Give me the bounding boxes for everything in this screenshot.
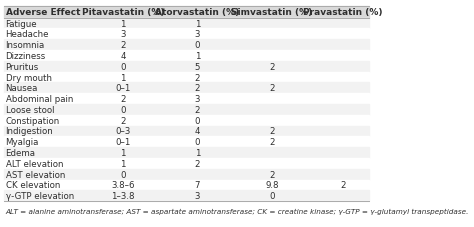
Text: Dizziness: Dizziness (6, 52, 46, 61)
Text: 2: 2 (340, 181, 346, 190)
Text: Pravastatin (%): Pravastatin (%) (303, 8, 383, 17)
Bar (4, 83, 369, 94)
Bar (4, 51, 369, 62)
Text: 2: 2 (195, 84, 200, 93)
Text: γ-GTP elevation: γ-GTP elevation (6, 191, 74, 200)
Text: CK elevation: CK elevation (6, 181, 60, 190)
Text: 3: 3 (195, 30, 200, 39)
Text: 0: 0 (195, 138, 200, 147)
Text: Pitavastatin (%): Pitavastatin (%) (82, 8, 164, 17)
Bar (4, 40, 369, 51)
Text: 0–1: 0–1 (115, 138, 131, 147)
Text: Edema: Edema (6, 148, 36, 157)
Bar (4, 126, 369, 137)
Text: Insomnia: Insomnia (6, 41, 45, 50)
Text: Fatigue: Fatigue (6, 20, 37, 28)
Bar (4, 180, 369, 190)
Text: ALT elevation: ALT elevation (6, 159, 63, 168)
Text: 2: 2 (195, 73, 200, 82)
Text: 2: 2 (120, 116, 126, 125)
Bar (4, 72, 369, 83)
Text: Atorvastatin (%): Atorvastatin (%) (155, 8, 239, 17)
Text: 3: 3 (120, 30, 126, 39)
Bar (4, 29, 369, 40)
Text: Dry mouth: Dry mouth (6, 73, 52, 82)
Text: 2: 2 (269, 127, 274, 136)
Text: 0: 0 (195, 41, 200, 50)
Text: 1: 1 (120, 159, 126, 168)
Text: 2: 2 (269, 84, 274, 93)
Text: 1: 1 (195, 20, 200, 28)
Text: 1: 1 (120, 73, 126, 82)
Bar (4, 7, 369, 19)
Bar (4, 19, 369, 29)
Text: 2: 2 (195, 159, 200, 168)
Text: 0: 0 (120, 62, 126, 72)
Text: Abdominal pain: Abdominal pain (6, 95, 73, 104)
Text: 1: 1 (120, 148, 126, 157)
Text: 4: 4 (120, 52, 126, 61)
Bar (4, 94, 369, 105)
Text: 2: 2 (269, 170, 274, 179)
Text: Adverse Effect: Adverse Effect (6, 8, 80, 17)
Text: Myalgia: Myalgia (6, 138, 39, 147)
Text: Loose stool: Loose stool (6, 105, 54, 114)
Bar (4, 62, 369, 72)
Text: Headache: Headache (6, 30, 49, 39)
Text: Indigestion: Indigestion (6, 127, 54, 136)
Text: 2: 2 (269, 138, 274, 147)
Bar (4, 105, 369, 115)
Text: 2: 2 (120, 41, 126, 50)
Text: Constipation: Constipation (6, 116, 60, 125)
Text: 0–1: 0–1 (115, 84, 131, 93)
Text: 1: 1 (120, 20, 126, 28)
Bar (4, 190, 369, 201)
Text: 2: 2 (269, 62, 274, 72)
Text: 0: 0 (195, 116, 200, 125)
Text: Simvastatin (%): Simvastatin (%) (231, 8, 312, 17)
Bar (4, 137, 369, 148)
Bar (4, 115, 369, 126)
Text: 0: 0 (120, 170, 126, 179)
Text: 5: 5 (195, 62, 200, 72)
Text: 1–3.8: 1–3.8 (111, 191, 135, 200)
Text: 7: 7 (195, 181, 200, 190)
Text: 0: 0 (269, 191, 274, 200)
Text: 3.8–6: 3.8–6 (111, 181, 135, 190)
Bar (4, 158, 369, 169)
Text: 0: 0 (120, 105, 126, 114)
Text: Nausea: Nausea (6, 84, 38, 93)
Text: 9.8: 9.8 (265, 181, 279, 190)
Text: ALT = alanine aminotransferase; AST = aspartate aminotransferase; CK = creatine : ALT = alanine aminotransferase; AST = as… (6, 208, 469, 214)
Text: Pruritus: Pruritus (6, 62, 39, 72)
Text: 3: 3 (195, 191, 200, 200)
Bar (4, 148, 369, 158)
Text: AST elevation: AST elevation (6, 170, 65, 179)
Bar (4, 169, 369, 180)
Text: 4: 4 (195, 127, 200, 136)
Text: 1: 1 (195, 52, 200, 61)
Text: 0–3: 0–3 (115, 127, 131, 136)
Text: 2: 2 (120, 95, 126, 104)
Text: 3: 3 (195, 95, 200, 104)
Text: 1: 1 (195, 148, 200, 157)
Text: 2: 2 (195, 105, 200, 114)
